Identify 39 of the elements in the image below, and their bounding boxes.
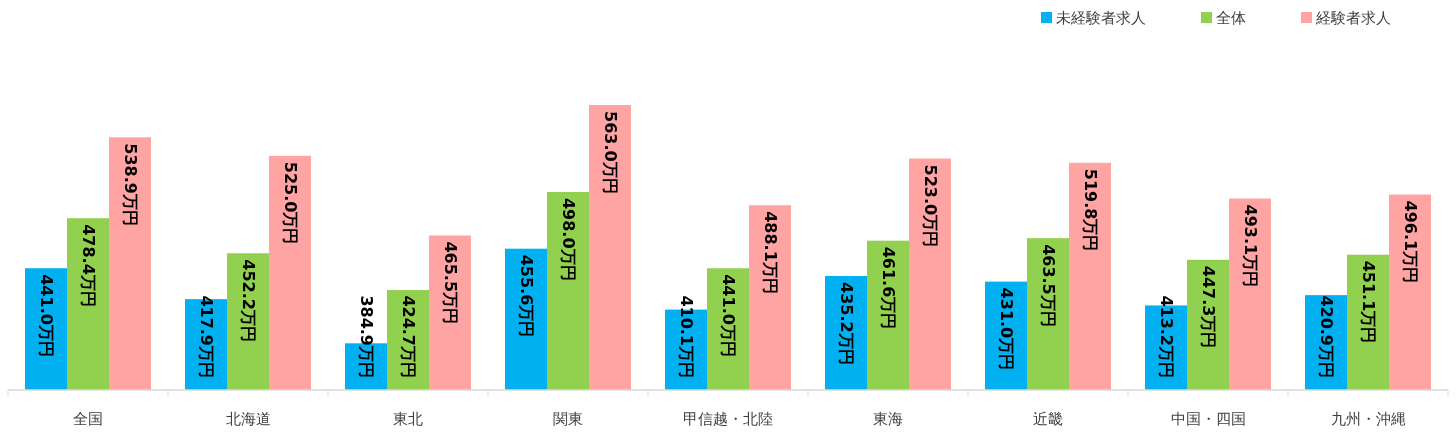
data-label: 384.9万円 xyxy=(356,295,376,378)
data-label: 523.0万円 xyxy=(920,164,940,248)
legend-label: 経験者求人 xyxy=(1315,9,1391,27)
data-label: 441.0万円 xyxy=(718,274,738,357)
data-label: 435.2万円 xyxy=(836,282,856,365)
data-label: 488.1万円 xyxy=(760,211,780,294)
x-tick-label: 東海 xyxy=(873,410,903,428)
x-tick-label: 甲信越・北陸 xyxy=(683,410,773,428)
x-tick-label: 全国 xyxy=(73,410,103,428)
legend-label: 全体 xyxy=(1216,9,1246,27)
data-label: 496.1万円 xyxy=(1400,200,1420,284)
data-label: 413.2万円 xyxy=(1156,295,1176,378)
data-label: 417.9万円 xyxy=(196,295,216,378)
data-label: 441.0万円 xyxy=(36,274,56,357)
data-label: 420.9万円 xyxy=(1316,295,1336,378)
x-tick-label: 九州・沖縄 xyxy=(1330,410,1406,428)
x-tick-label: 東北 xyxy=(393,410,423,428)
data-label: 455.6万円 xyxy=(516,254,536,338)
x-tick-label: 北海道 xyxy=(225,410,271,428)
data-label: 563.0万円 xyxy=(600,111,620,194)
data-label: 463.5万円 xyxy=(1038,244,1058,327)
legend-label: 未経験者求人 xyxy=(1056,9,1146,27)
data-label: 461.6万円 xyxy=(878,246,898,330)
data-label: 538.9万円 xyxy=(120,143,140,226)
data-label: 493.1万円 xyxy=(1240,204,1260,288)
x-tick-label: 近畿 xyxy=(1033,410,1063,428)
x-tick-label: 関東 xyxy=(553,410,583,428)
data-label: 498.0万円 xyxy=(558,197,578,281)
data-label: 452.2万円 xyxy=(238,259,258,342)
data-label: 519.8万円 xyxy=(1080,168,1100,252)
data-label: 465.5万円 xyxy=(440,241,460,325)
data-label: 451.1万円 xyxy=(1358,260,1378,344)
data-label: 478.4万円 xyxy=(78,224,98,307)
data-label: 447.3万円 xyxy=(1198,265,1218,349)
x-tick-label: 中国・四国 xyxy=(1170,410,1246,428)
data-label: 431.0万円 xyxy=(996,287,1016,371)
data-label: 525.0万円 xyxy=(280,161,300,245)
data-label: 410.1万円 xyxy=(676,295,696,378)
data-label: 424.7万円 xyxy=(398,295,418,378)
